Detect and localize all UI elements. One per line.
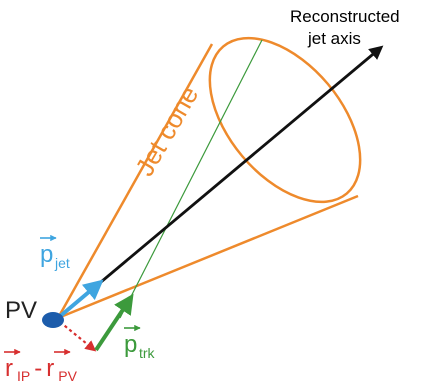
jet-cone	[56, 36, 362, 320]
p-jet-label: p jet	[40, 234, 70, 271]
r-ip-pv-text: r IP - r PV	[5, 355, 78, 383]
track-line	[119, 39, 263, 319]
pv-label: PV	[5, 297, 37, 324]
p-trk-label: p trk	[124, 324, 156, 361]
cone-label: Jet cone	[129, 81, 204, 181]
p-jet-main: p	[40, 241, 53, 268]
jet-axis-arrow	[57, 45, 384, 320]
p-jet-sub: jet	[54, 255, 70, 271]
axis-label-line1: Reconstructed	[290, 7, 400, 26]
p-trk-main: p	[124, 331, 137, 358]
ip-vector	[59, 321, 97, 352]
p-trk-sub: trk	[139, 345, 156, 361]
p-trk-arrow	[94, 293, 134, 352]
r-ip-pv-label: r IP - r PV	[4, 348, 78, 383]
cone-lower-edge	[57, 194, 359, 320]
axis-label-line2: jet axis	[307, 29, 361, 48]
primary-vertex	[42, 312, 64, 328]
p-jet-arrow	[56, 279, 104, 320]
cone-ellipse	[208, 36, 362, 204]
cone-upper-edge	[56, 43, 214, 319]
